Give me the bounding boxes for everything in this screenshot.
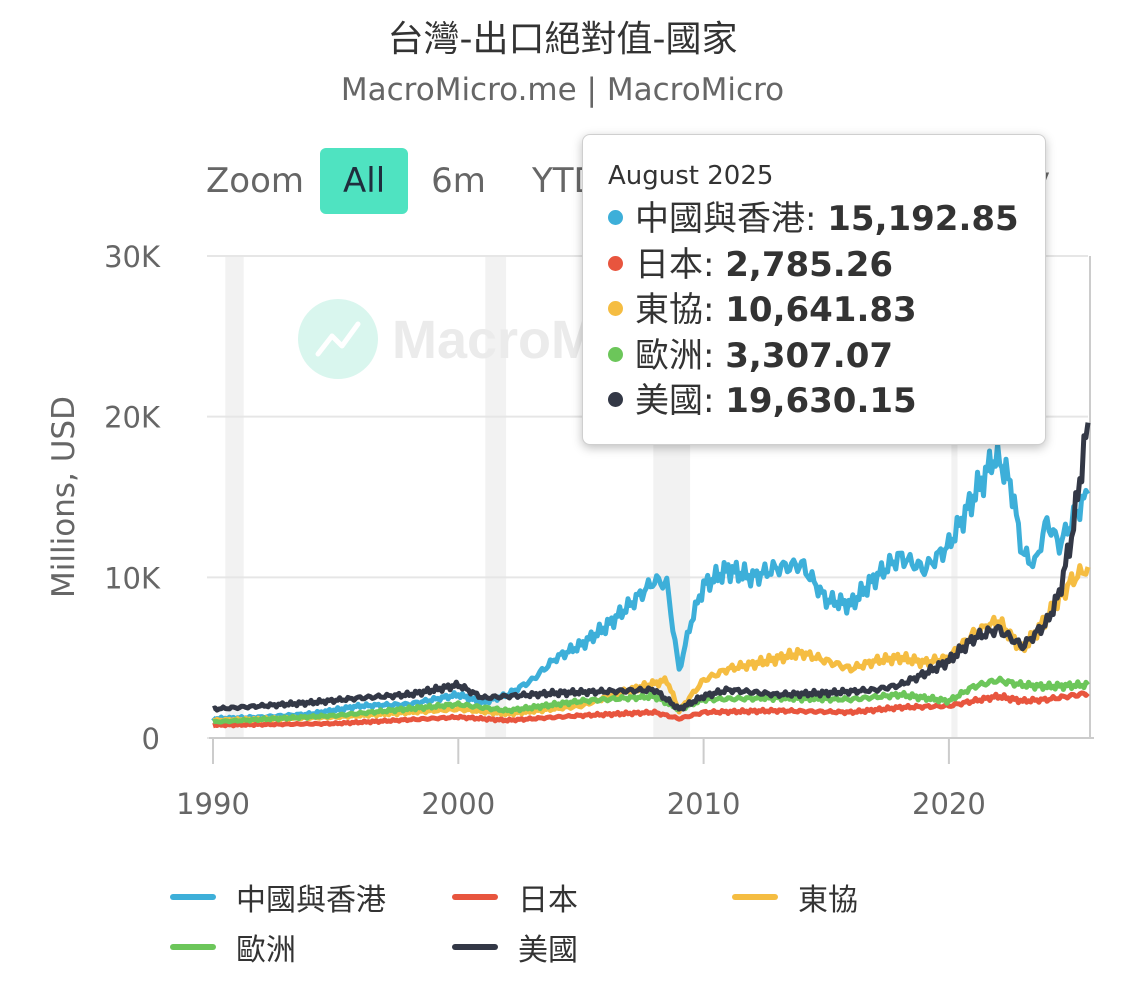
legend-item-japan[interactable]: 日本 [452,872,578,922]
legend-label: 歐洲 [236,933,296,968]
tooltip-row-asean: 東協: 10,641.83 [608,288,1045,334]
x-tick-label: 1990 [176,787,250,821]
y-tick-label: 20K [104,401,161,435]
series-dot-icon [608,210,623,225]
chart-title: 台灣-出口絕對值-國家 [387,19,738,60]
tooltip-row-usa: 美國: 19,630.15 [608,379,1045,425]
legend-item-china-hk[interactable]: 中國與香港 [170,872,386,922]
tooltip-series-value: 15,192.85 [827,199,1019,239]
tooltip-series-value: 3,307.07 [725,335,894,376]
legend-swatch [732,894,778,900]
y-tick-label: 30K [104,240,161,274]
tooltip-series-name: 歐洲 [635,335,703,376]
tooltip-series-value: 10,641.83 [725,290,917,330]
legend-item-europe[interactable]: 歐洲 [170,922,296,972]
legend-label: 中國與香港 [236,883,386,918]
tooltip-series-value: 19,630.15 [725,381,917,421]
legend-item-asean[interactable]: 東協 [732,872,858,922]
x-tick-label: 2010 [667,787,741,821]
series-line-0 [211,441,1091,723]
legend-label: 美國 [518,933,578,968]
series-dot-icon [608,346,623,362]
series-dot-icon [608,392,623,407]
x-tick-label: 2000 [421,787,495,821]
y-axis-label: Millions, USD [46,396,82,598]
legend-swatch [452,894,498,900]
legend-swatch [452,944,498,950]
legend-item-usa[interactable]: 美國 [452,922,578,972]
tooltip-series-name: 中國與香港 [635,199,805,239]
legend-label: 東協 [798,883,858,918]
legend-label: 日本 [518,883,578,918]
legend-swatch [170,944,216,950]
tooltip-series-name: 東協 [635,290,703,330]
tooltip-series-name: 美國 [635,381,703,421]
y-tick-label: 10K [104,561,161,595]
recession-band [951,256,958,738]
series-dot-icon [608,301,623,316]
x-tick-label: 2020 [912,787,986,821]
tooltip: August 2025 中國與香港: 15,192.85 日本: 2,785.2… [582,134,1046,445]
tooltip-row-japan: 日本: 2,785.26 [608,243,1045,289]
tooltip-row-europe: 歐洲: 3,307.07 [608,334,1045,380]
chart-subtitle: MacroMicro.me | MacroMicro [340,72,785,108]
zoom-all-button[interactable]: All [320,148,409,214]
tooltip-row-china-hk: 中國與香港: 15,192.85 [608,197,1045,243]
recession-band [485,256,507,738]
zoom-bar: Zoom All 6m YTD [206,148,623,214]
y-tick-label: 0 [142,722,160,756]
tooltip-series-value: 2,785.26 [725,244,894,285]
series-line-3 [212,675,1090,725]
tooltip-series-name: 日本 [635,244,703,285]
zoom-label: Zoom [206,161,305,201]
series-line-4 [212,422,1091,713]
tooltip-date: August 2025 [608,161,774,191]
recession-band [225,256,244,738]
series-dot-icon [608,255,623,271]
zoom-6m-button[interactable]: 6m [431,161,486,201]
series-line-1 [212,690,1090,729]
legend-swatch [170,894,216,900]
